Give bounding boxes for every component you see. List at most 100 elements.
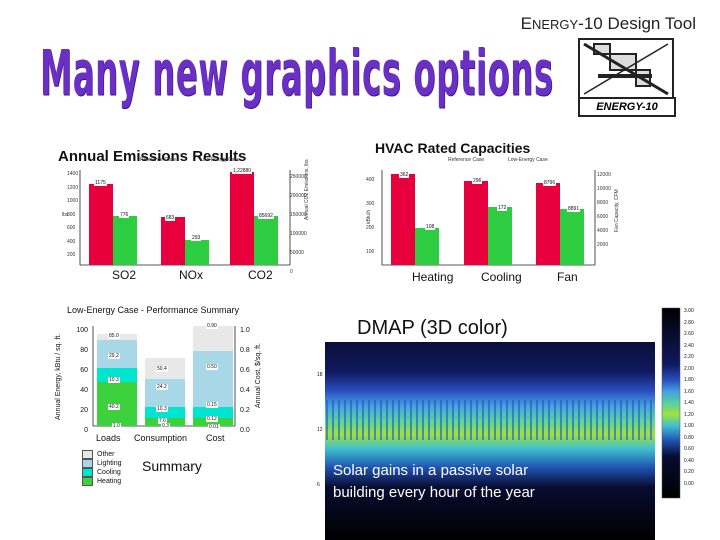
summary-loads-cooling-label: 10.3 [108, 377, 120, 383]
logo-graphic-icon [583, 42, 669, 96]
dmap-title: DMAP (3D color) [357, 317, 508, 339]
summary-bottom-label-cost: 0.01 [208, 424, 220, 430]
logo-label: ENERGY-10 [578, 97, 676, 117]
dmap-heatmap-svg [325, 300, 681, 540]
header-suffix: -10 Design Tool [578, 14, 696, 33]
summary-left-axis-label: Annual Energy, kBtu / sq. ft. [55, 333, 62, 420]
hvac-value-cooling-ref: 296 [472, 178, 483, 184]
summary-cost-lighting [193, 351, 233, 407]
summary-x-label-cost: Cost [206, 433, 225, 443]
header-product: ENERGY-10 Design Tool [521, 14, 696, 34]
legend-swatch-lighting [82, 459, 93, 468]
hvac-legend-low: Low-Energy Case [508, 157, 548, 163]
hvac-left-ticks: 400 300 200 100 [366, 177, 375, 255]
emissions-left-axis-label: lbs [62, 212, 69, 218]
legend-item-cooling: Cooling [82, 468, 122, 477]
emissions-value-nox-ref: 683 [165, 215, 176, 221]
emissions-value-co2-ref: 1,22880 [232, 168, 253, 174]
hvac-value-cooling-low: 172 [497, 205, 508, 211]
hvac-x-label-heating: Heating [412, 270, 454, 284]
summary-cost-heating-label: 0.12 [206, 416, 218, 422]
summary-loads-lighting-label: 29.2 [108, 353, 120, 359]
summary-cost-cooling-label: 0.15 [206, 402, 218, 408]
summary-cost-other [193, 326, 233, 351]
summary-x-label-loads: Loads [96, 433, 121, 443]
header-first: E [520, 14, 532, 33]
summary-consumption-lighting [145, 379, 185, 407]
emissions-bar-nox-ref [161, 217, 185, 265]
hvac-bar-fan-low [560, 209, 584, 265]
emissions-right-axis-label: Annual CO2 Emissions, lbs [304, 159, 310, 220]
emissions-x-label-co2: CO2 [248, 268, 273, 282]
summary-bottom-label-consumption: 0.3 [161, 423, 170, 429]
hvac-bar-cooling-ref [464, 181, 488, 265]
summary-chart-svg [92, 326, 236, 427]
legend-swatch-heating [82, 477, 93, 486]
summary-loads-other-label: 85.0 [108, 333, 120, 339]
emissions-left-ticks: 1400 1200 1000 800 600 400 200 [67, 171, 79, 258]
emissions-bar-nox-low [185, 240, 209, 265]
emissions-chart-svg [79, 170, 291, 266]
hvac-bar-fan-ref [536, 183, 560, 265]
hvac-x-label-fan: Fan [557, 270, 578, 284]
hvac-left-axis-label: kBtu/h [366, 209, 372, 224]
hvac-value-heating-low: 108 [425, 224, 436, 230]
summary-loads-cooling [97, 368, 137, 382]
legend-item-other: Other [82, 450, 122, 459]
emissions-legend-ref: Reference Case [140, 157, 177, 163]
summary-x-label-consumption: Consumption [134, 433, 188, 443]
summary-cost-other-label: 0.90 [206, 323, 218, 329]
emissions-legend-low: Low-Energy Case [200, 157, 240, 163]
emissions-value-so2-ref: 1175 [94, 180, 107, 186]
hvac-value-fan-low: 8891 [567, 206, 581, 212]
legend-item-heating: Heating [82, 477, 122, 486]
summary-bottom-label-loads: 1.0 [112, 423, 121, 429]
dmap-title-area [325, 300, 655, 342]
hvac-right-ticks: 12000 10000 8000 6000 4000 2000 [597, 172, 611, 248]
summary-left-ticks: 100 80 60 40 20 0 [76, 327, 88, 434]
summary-loads-heating-label: 40.2 [108, 404, 120, 410]
summary-legend: Other Lighting Cooling Heating [82, 450, 122, 486]
summary-right-axis-label: Annual Cost, $/sq. ft. [255, 343, 262, 408]
summary-consumption-cooling [145, 407, 185, 418]
hvac-bar-heating-low [415, 228, 439, 265]
dmap-caption-line2: building every hour of the year [333, 484, 535, 501]
dmap-scale-ticks: 3.00 2.80 2.60 2.40 2.20 2.00 1.80 1.60 1.40 1.20… [684, 308, 694, 487]
dmap-heatmap-field [325, 340, 655, 540]
summary-consumption-other-label: 50.4 [156, 366, 168, 372]
hvac-value-fan-ref: 8796 [543, 180, 557, 186]
hvac-right-axis-label: Fan Capacity, CFM [614, 189, 620, 232]
emissions-bar-co2-ref [230, 172, 254, 265]
legend-swatch-cooling [82, 468, 93, 477]
hvac-chart-title: HVAC Rated Capacities [375, 140, 531, 156]
emissions-chart-title: Annual Emissions Results [58, 148, 247, 165]
dmap-caption-line1: Solar gains in a passive solar [333, 462, 529, 479]
emissions-bar-so2-ref [89, 184, 113, 265]
slide-title: Many new graphics options [40, 38, 554, 110]
summary-right-ticks: 1.0 0.8 0.6 0.4 0.2 0.0 [240, 327, 250, 434]
summary-cost-heating [193, 418, 233, 426]
emissions-value-nox-low: 293 [191, 235, 202, 241]
summary-consumption-heating-label: 7.6 [158, 418, 167, 424]
emissions-x-label-nox: NOx [179, 268, 203, 282]
summary-consumption-cooling-label: 10.3 [156, 406, 168, 412]
legend-item-lighting: Lighting [82, 459, 122, 468]
emissions-right-ticks: 250000 200000 150000 100000 50000 0 [290, 174, 307, 275]
emissions-bar-so2-low [113, 216, 137, 265]
summary-cost-lighting-label: 0.50 [206, 364, 218, 370]
dmap-color-scale [661, 307, 681, 499]
hvac-bar-heating-ref [391, 174, 415, 265]
summary-chart-title: Low-Energy Case - Performance Summary [67, 305, 240, 315]
hvac-bar-cooling-low [488, 207, 512, 265]
emissions-bar-co2-low [254, 216, 278, 265]
hvac-x-label-cooling: Cooling [481, 270, 522, 284]
legend-swatch-other [82, 450, 93, 459]
summary-caption: Summary [142, 458, 202, 474]
dmap-left-ticks: 18 12 6 [317, 372, 323, 488]
hvac-value-heating-ref: 362 [399, 172, 410, 178]
hvac-legend-ref: Reference Case [448, 157, 485, 163]
header-rest: NERGY [531, 17, 579, 32]
emissions-value-co2-low: 85692 [258, 213, 274, 219]
dmap-caption: Solar gains in a passive solar building … [333, 460, 535, 504]
